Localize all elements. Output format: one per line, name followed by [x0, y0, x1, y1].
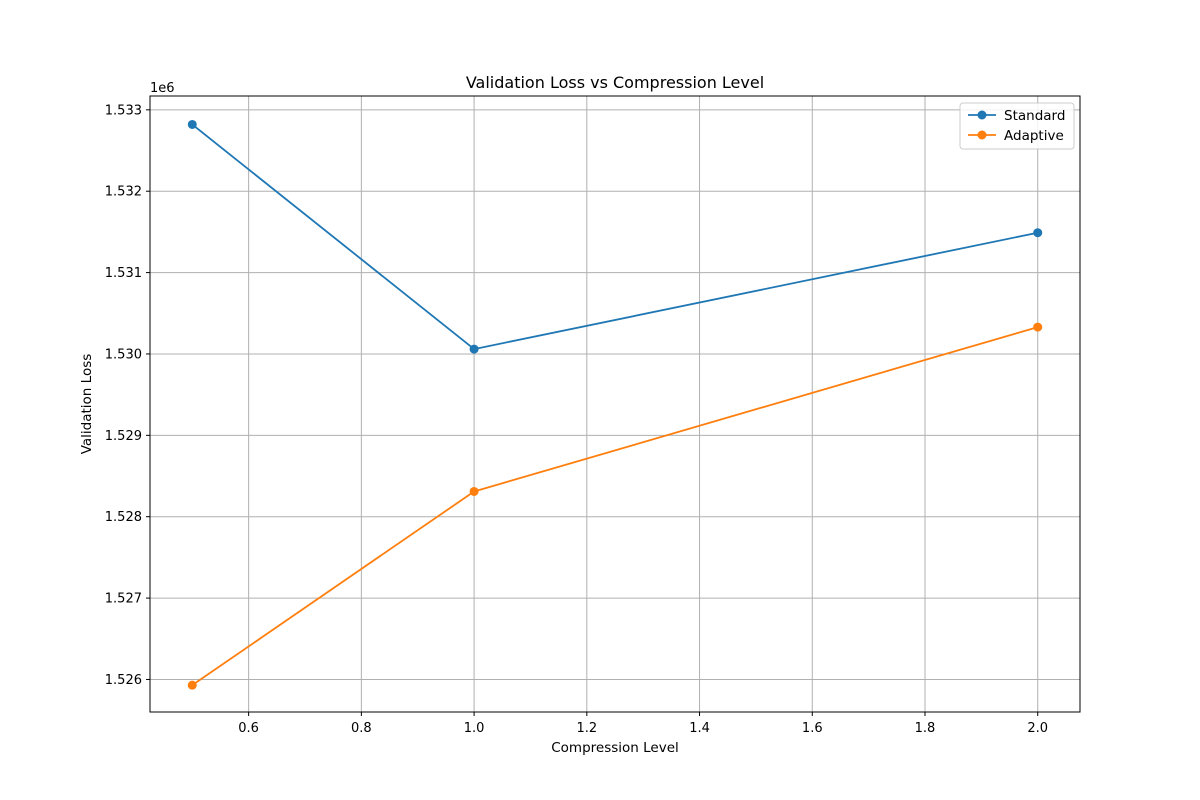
plot-frame: [149, 95, 1081, 713]
legend: Standard Adaptive: [959, 102, 1075, 150]
y-tick-label: 1.526: [105, 673, 142, 688]
x-tick-label: 1.8: [915, 721, 936, 736]
x-tick-label: 0.8: [351, 721, 372, 736]
y-axis-label: Validation Loss: [79, 354, 95, 455]
series-layer: [187, 119, 1043, 690]
data-point-adaptive: [1033, 322, 1043, 332]
x-tick-label: 1.2: [576, 721, 597, 736]
x-axis-label: Compression Level: [551, 740, 679, 756]
data-point-adaptive: [469, 486, 479, 496]
y-offset-label: 1e6: [150, 81, 175, 96]
y-tick-label: 1.532: [105, 185, 142, 200]
y-tick-label: 1.529: [105, 429, 142, 444]
ticks: 0.6 0.8 1.0 1.2 1.4 1.6 1.8 2.0 1.526 1.527 1.528 1…: [105, 103, 1048, 736]
y-tick-label: 1.530: [105, 347, 142, 362]
x-tick-label: 1.0: [464, 721, 485, 736]
chart-title: Validation Loss vs Compression Level: [466, 73, 764, 92]
legend-swatch-marker: [977, 110, 987, 120]
x-tick-label: 1.6: [802, 721, 823, 736]
data-point-standard: [1033, 228, 1043, 238]
y-tick-label: 1.527: [105, 592, 142, 607]
grid: [150, 96, 1080, 712]
y-tick-label: 1.531: [105, 266, 142, 281]
x-tick-label: 2.0: [1027, 721, 1048, 736]
x-tick-label: 1.4: [689, 721, 710, 736]
y-tick-label: 1.533: [105, 103, 142, 118]
data-point-adaptive: [187, 680, 197, 690]
y-tick-label: 1.528: [105, 510, 142, 525]
legend-label: Adaptive: [1004, 128, 1064, 144]
data-point-standard: [187, 119, 197, 129]
legend-label: Standard: [1004, 108, 1065, 124]
x-tick-label: 0.6: [238, 721, 259, 736]
legend-swatch-marker: [977, 130, 987, 140]
data-point-standard: [469, 344, 479, 354]
